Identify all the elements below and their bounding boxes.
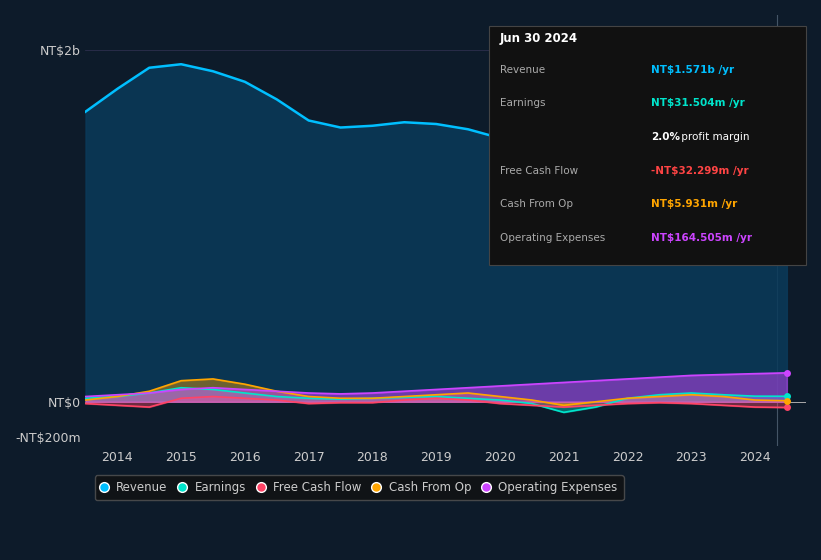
Text: Cash From Op: Cash From Op — [500, 199, 573, 209]
Text: Free Cash Flow: Free Cash Flow — [500, 166, 578, 176]
FancyBboxPatch shape — [489, 26, 806, 265]
Text: Operating Expenses: Operating Expenses — [500, 233, 605, 243]
Point — [780, 121, 793, 130]
Legend: Revenue, Earnings, Free Cash Flow, Cash From Op, Operating Expenses: Revenue, Earnings, Free Cash Flow, Cash … — [95, 475, 624, 500]
Point — [780, 396, 793, 405]
Text: NT$1.571b /yr: NT$1.571b /yr — [651, 65, 734, 75]
Text: -NT$32.299m /yr: -NT$32.299m /yr — [651, 166, 749, 176]
Text: Revenue: Revenue — [500, 65, 545, 75]
Text: NT$31.504m /yr: NT$31.504m /yr — [651, 99, 745, 109]
Point — [780, 392, 793, 401]
Point — [780, 368, 793, 377]
Text: NT$5.931m /yr: NT$5.931m /yr — [651, 199, 737, 209]
Point — [780, 403, 793, 412]
Text: NT$164.505m /yr: NT$164.505m /yr — [651, 233, 752, 243]
Text: 2.0%: 2.0% — [651, 132, 680, 142]
Text: profit margin: profit margin — [678, 132, 750, 142]
Text: Jun 30 2024: Jun 30 2024 — [500, 32, 578, 45]
Text: Earnings: Earnings — [500, 99, 545, 109]
